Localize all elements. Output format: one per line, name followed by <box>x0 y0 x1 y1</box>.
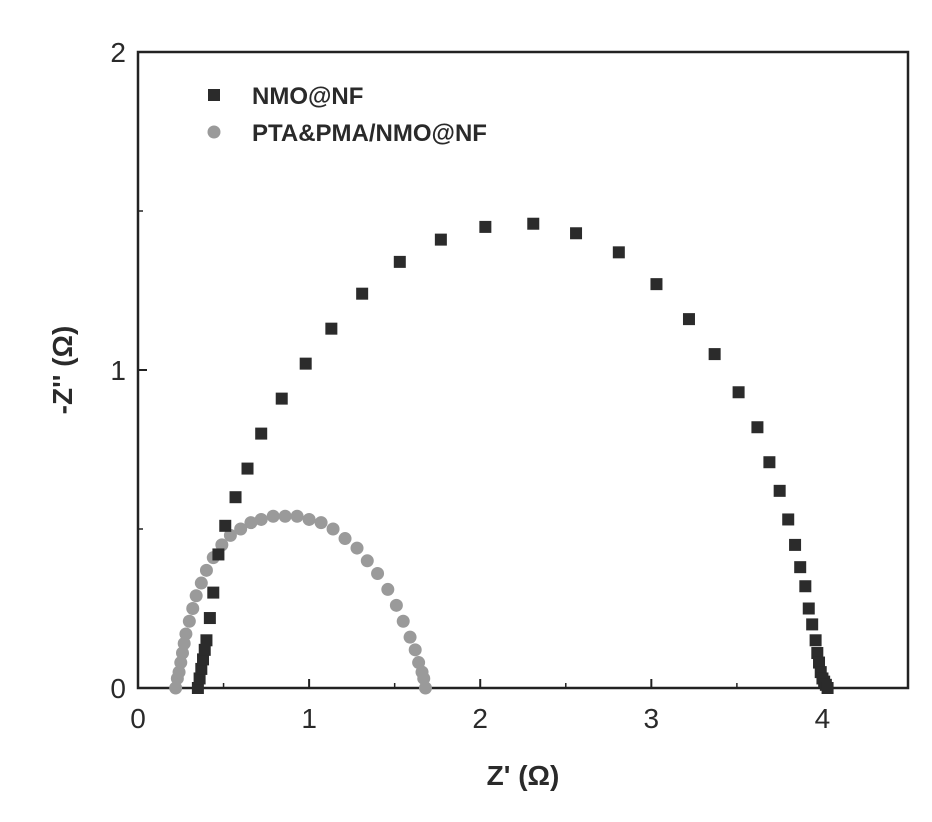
data-point <box>570 227 582 239</box>
legend: NMO@NF PTA&PMA/NMO@NF <box>208 83 487 147</box>
data-point <box>709 348 721 360</box>
data-point <box>230 491 242 503</box>
data-point <box>419 682 432 695</box>
x-tick-label: 1 <box>301 703 317 734</box>
data-point <box>300 358 312 370</box>
data-point <box>799 580 811 592</box>
data-point <box>255 513 268 526</box>
data-point <box>404 631 417 644</box>
data-point <box>356 288 368 300</box>
legend-label: NMO@NF <box>252 83 363 110</box>
data-point <box>186 602 199 615</box>
series-0 <box>192 218 834 694</box>
data-point <box>394 256 406 268</box>
data-point <box>200 634 212 646</box>
data-point <box>381 583 394 596</box>
data-point <box>267 510 280 523</box>
y-tick-label: 0 <box>110 673 126 704</box>
x-tick-label: 2 <box>472 703 488 734</box>
data-point <box>650 278 662 290</box>
data-point <box>327 523 340 536</box>
data-point <box>276 393 288 405</box>
x-tick-label: 3 <box>644 703 660 734</box>
data-point <box>733 386 745 398</box>
y-tick-label: 2 <box>110 37 126 68</box>
data-point <box>242 463 254 475</box>
legend-marker <box>208 126 221 139</box>
data-point <box>789 539 801 551</box>
data-point <box>822 682 834 694</box>
data-point <box>200 564 213 577</box>
data-point <box>613 246 625 258</box>
plot-frame <box>138 52 908 688</box>
data-point <box>325 323 337 335</box>
data-point <box>435 234 447 246</box>
data-point <box>751 421 763 433</box>
legend-item: PTA&PMA/NMO@NF <box>208 120 487 147</box>
y-tick-label: 1 <box>110 355 126 386</box>
x-tick-label: 0 <box>130 703 146 734</box>
data-point <box>183 615 196 628</box>
data-point <box>339 532 352 545</box>
data-point <box>255 428 267 440</box>
legend-marker <box>208 89 220 101</box>
data-point <box>207 587 219 599</box>
legend-item: NMO@NF <box>208 83 363 110</box>
data-point <box>212 548 224 560</box>
data-point <box>371 567 384 580</box>
data-point <box>409 643 422 656</box>
data-point <box>361 554 374 567</box>
data-point <box>803 603 815 615</box>
data-point <box>782 513 794 525</box>
data-point <box>479 221 491 233</box>
data-point <box>204 612 216 624</box>
data-point <box>527 218 539 230</box>
y-axis-label: -Z'' (Ω) <box>47 326 78 415</box>
data-point <box>219 520 231 532</box>
x-axis-label: Z' (Ω) <box>487 760 560 791</box>
data-point <box>806 618 818 630</box>
data-point <box>291 510 304 523</box>
data-point <box>810 634 822 646</box>
legend-label: PTA&PMA/NMO@NF <box>252 120 487 147</box>
series-group <box>169 218 833 695</box>
data-point <box>683 313 695 325</box>
data-point <box>794 561 806 573</box>
data-point <box>195 577 208 590</box>
data-point <box>351 542 364 555</box>
data-point <box>763 456 775 468</box>
data-point <box>179 627 192 640</box>
data-point <box>397 615 410 628</box>
series-1 <box>169 510 432 695</box>
data-point <box>315 516 328 529</box>
plot-frame-group <box>138 52 908 688</box>
data-point <box>390 599 403 612</box>
x-tick-label: 4 <box>815 703 831 734</box>
data-point <box>190 589 203 602</box>
data-point <box>303 513 316 526</box>
data-point <box>279 510 292 523</box>
data-point <box>774 485 786 497</box>
